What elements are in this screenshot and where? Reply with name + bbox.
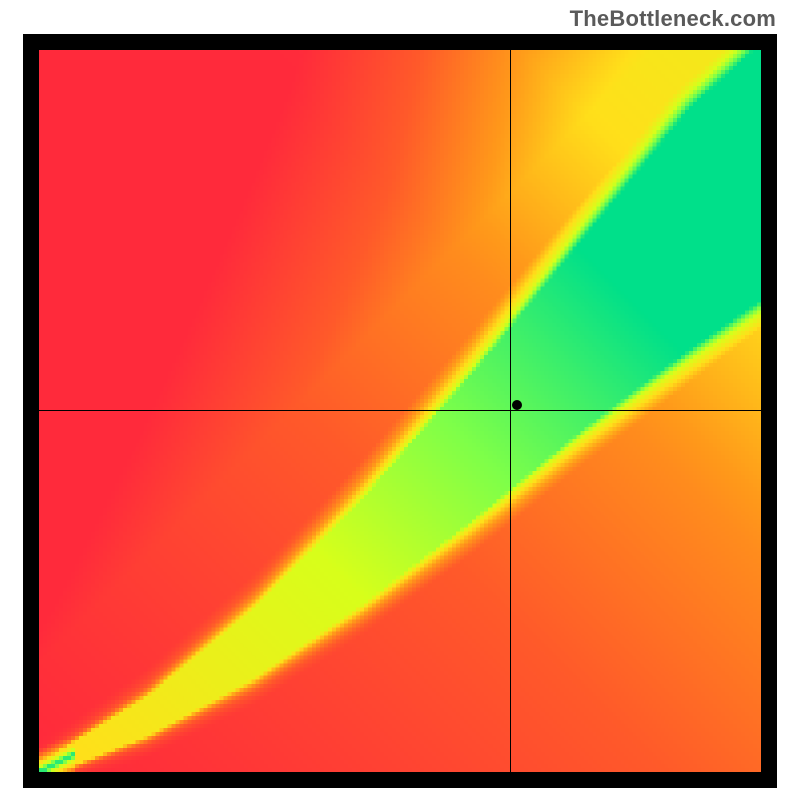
heatmap-canvas [39,50,761,772]
marker-dot [512,400,522,410]
crosshair-horizontal [39,410,761,411]
crosshair-vertical [510,50,511,772]
plot-frame [23,34,777,788]
chart-container: TheBottleneck.com [0,0,800,800]
watermark-text: TheBottleneck.com [570,6,776,32]
